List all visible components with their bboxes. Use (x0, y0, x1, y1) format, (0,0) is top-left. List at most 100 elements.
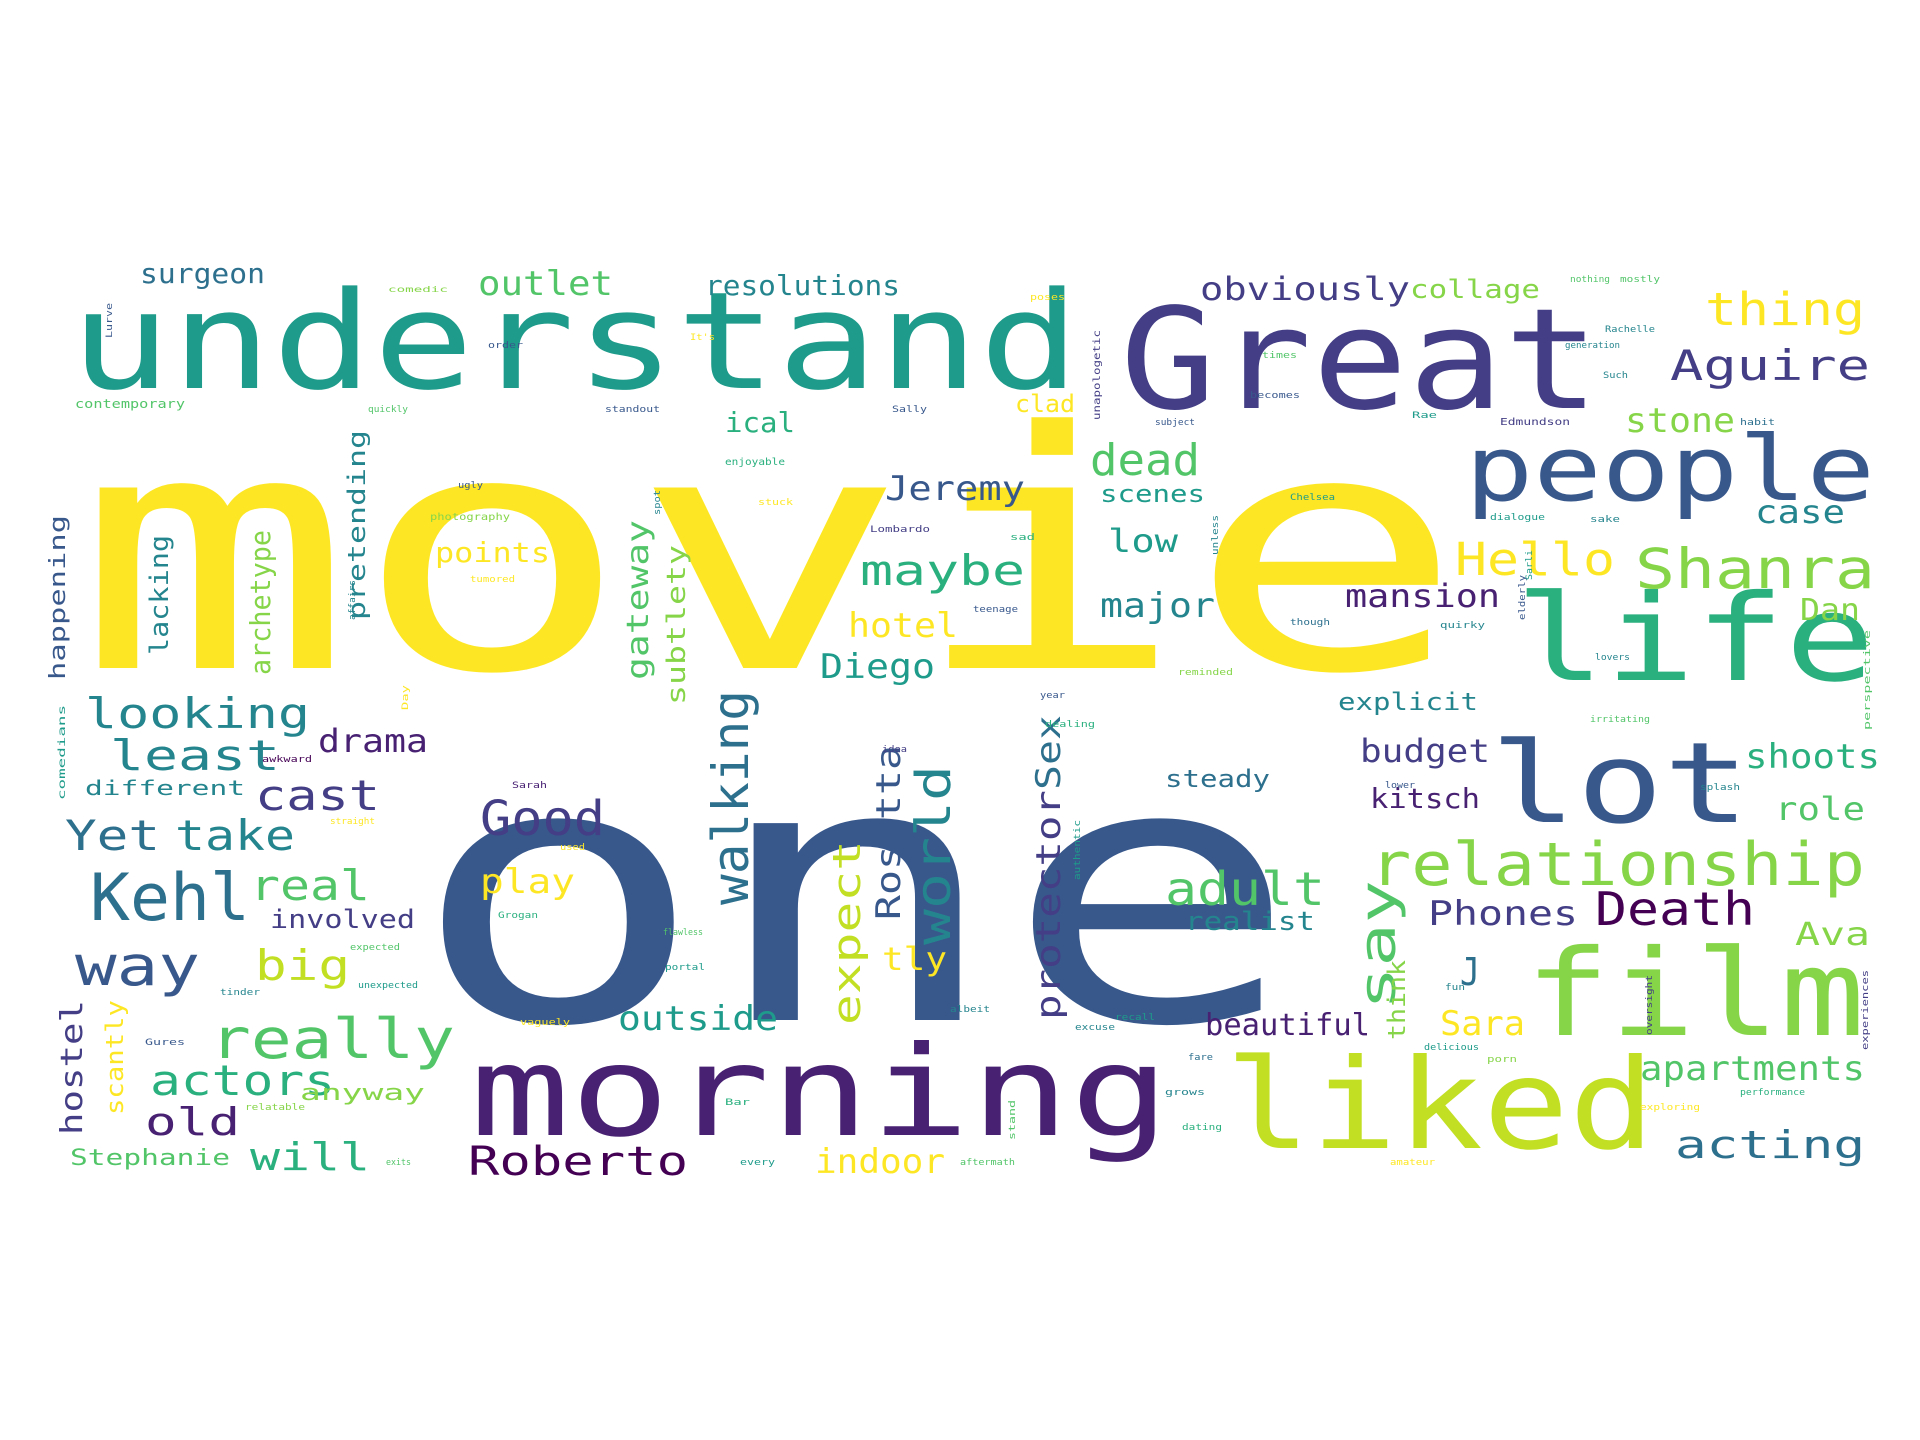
word-sally: Sally (892, 405, 928, 415)
word-hotel: hotel (848, 606, 958, 646)
word-lurve: Lurve (105, 303, 115, 338)
word-teenage: teenage (973, 605, 1018, 615)
word-pretending: pretending (343, 430, 371, 620)
word-take: take (175, 811, 295, 860)
word-scenes: scenes (1100, 480, 1205, 508)
word-grogan: Grogan (498, 911, 538, 921)
word-jeremy: Jeremy (885, 469, 1025, 509)
word-experiences: experiences (1861, 970, 1871, 1050)
word-hostel: hostel (55, 1000, 90, 1135)
word-comedic: comedic (388, 285, 448, 294)
word-shoots: shoots (1745, 737, 1880, 777)
word-tumored: tumored (470, 575, 515, 585)
word-lacking: lacking (145, 535, 175, 655)
word-great: Great (1120, 279, 1600, 442)
word-kitsch: kitsch (1370, 782, 1480, 815)
word-involved: involved (270, 905, 415, 935)
word-diego: Diego (820, 647, 935, 687)
word-actors: actors (150, 1056, 335, 1105)
word-steady: steady (1165, 765, 1270, 793)
word-one: one (410, 686, 1300, 1105)
word-beautiful: beautiful (1205, 1008, 1370, 1043)
word-happening: happening (46, 515, 71, 680)
word-aftermath: aftermath (960, 1158, 1015, 1168)
word-order: order (488, 341, 524, 351)
word-life: life (1515, 570, 1875, 709)
word-yet: Yet (65, 811, 160, 860)
word-awkward: awkward (262, 755, 312, 765)
word-surgeon: surgeon (140, 257, 265, 290)
word-relationship: relationship (1370, 830, 1865, 900)
word-albeit: albeit (950, 1005, 990, 1015)
word-perspective: perspective (1863, 630, 1873, 730)
word-realist: realist (1185, 907, 1315, 937)
word-different: different (85, 776, 245, 800)
word-will: will (250, 1135, 370, 1179)
word-amateur: amateur (1390, 1158, 1436, 1168)
word-quickly: quickly (368, 405, 409, 415)
word-least: least (110, 731, 280, 780)
word-outlet: outlet (478, 264, 613, 304)
word-anyway: anyway (300, 1081, 425, 1106)
word-lot: lot (1490, 719, 1750, 849)
word-delicious: delicious (1424, 1043, 1479, 1053)
word-looking: looking (85, 689, 310, 738)
word-roberto: Roberto (468, 1139, 688, 1185)
word-really: really (210, 1007, 455, 1071)
word-reminded: reminded (1178, 668, 1233, 678)
word-world: world (906, 765, 962, 945)
word-role: role (1775, 790, 1865, 828)
word-collage: collage (1410, 275, 1540, 305)
word-dan: Dan (1800, 593, 1860, 628)
word-acting: acting (1675, 1123, 1865, 1167)
word-subject: subject (1155, 418, 1195, 428)
word-though: though (1290, 618, 1330, 628)
word-mansion: mansion (1345, 577, 1500, 615)
word-affairs: affairs (348, 580, 358, 620)
word-points: points (435, 536, 550, 569)
word-year: year (1040, 691, 1066, 701)
word-lombardo: Lombardo (870, 525, 930, 535)
word-elderly: elderly (1518, 574, 1528, 620)
word-ava: Ava (1795, 915, 1870, 953)
word-sara: Sara (1440, 1004, 1525, 1044)
word-edmundson: Edmundson (1500, 417, 1570, 428)
word-nothing: nothing (1570, 275, 1610, 285)
word-rae: Rae (1412, 411, 1437, 421)
word-major: major (1100, 586, 1215, 626)
word-tinder: tinder (220, 988, 261, 998)
word-cast: cast (255, 771, 380, 820)
word-way: way (75, 934, 200, 998)
word-vaguely: vaguely (520, 1018, 571, 1028)
word-think: think (1383, 959, 1411, 1040)
word-lovers: lovers (1595, 653, 1630, 663)
word-film: film (1525, 925, 1865, 1064)
word-unexpected: unexpected (358, 981, 418, 991)
word-liked: liked (1225, 1033, 1655, 1178)
word-oversight: oversight (1645, 975, 1655, 1035)
word-mostly: mostly (1620, 275, 1661, 285)
word-sex: Sex (1029, 715, 1069, 790)
word-big: big (255, 941, 350, 990)
word-becomes: becomes (1250, 391, 1300, 401)
word-real: real (250, 861, 370, 910)
word-shanra: Shanra (1635, 537, 1875, 601)
word-such: Such (1603, 371, 1628, 381)
word-dialogue: dialogue (1490, 513, 1545, 523)
word-splash: splash (1700, 783, 1740, 793)
word-clad: clad (1015, 390, 1075, 418)
word-kehl: Kehl (90, 861, 250, 936)
word-irritating: irritating (1590, 715, 1650, 725)
word-subtlety: subtlety (662, 545, 692, 705)
word-people: people (1465, 417, 1875, 522)
word-sarli: Sarli (1525, 550, 1535, 580)
word-rosetta: Rosetta (869, 745, 909, 920)
word-fun: fun (1445, 983, 1465, 993)
word-every: every (740, 1158, 776, 1168)
word-standout: standout (605, 405, 660, 415)
word-stephanie: Stephanie (70, 1146, 230, 1171)
word-maybe: maybe (860, 546, 1025, 595)
word-flawless: flawless (663, 928, 703, 938)
word-day: Day (401, 684, 411, 710)
